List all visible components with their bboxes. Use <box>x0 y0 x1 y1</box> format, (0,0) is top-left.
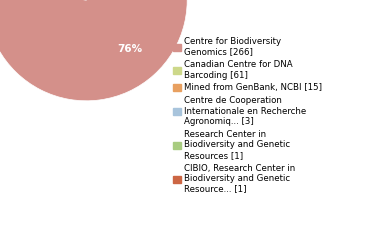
Legend: Centre for Biodiversity
Genomics [266], Canadian Centre for DNA
Barcoding [61], : Centre for Biodiversity Genomics [266], … <box>171 35 324 195</box>
Text: 76%: 76% <box>118 44 143 54</box>
Wedge shape <box>0 0 187 101</box>
